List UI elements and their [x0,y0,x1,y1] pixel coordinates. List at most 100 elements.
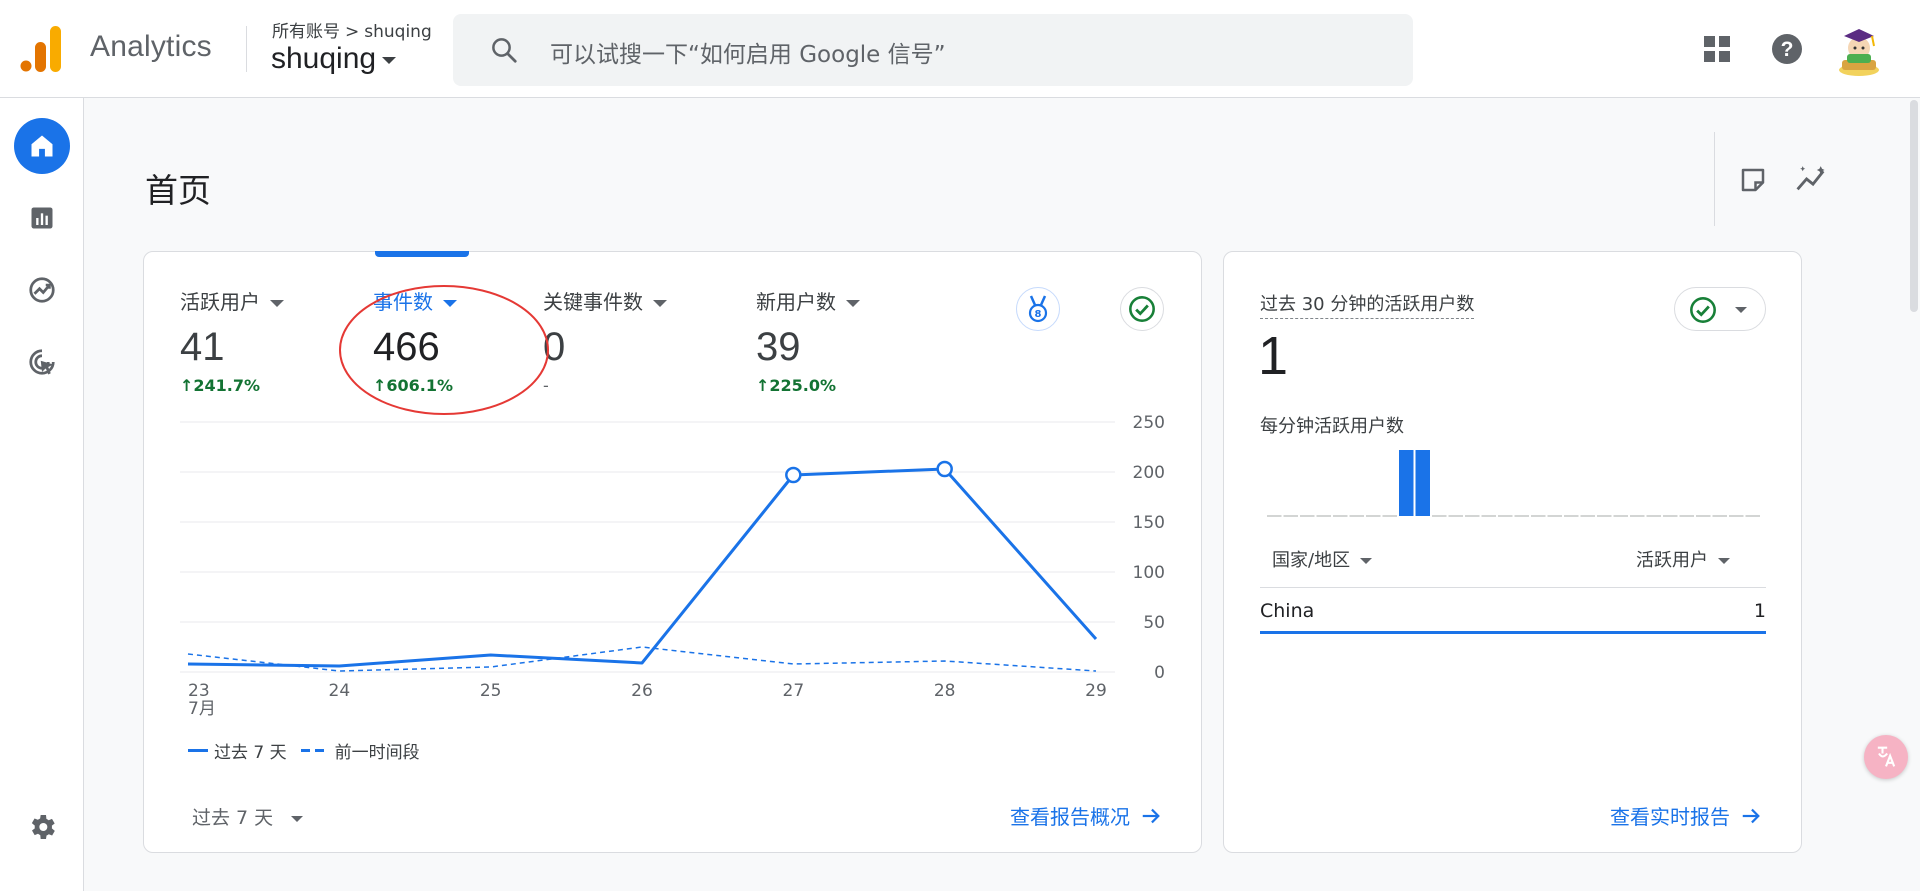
nav-reports[interactable] [14,190,70,246]
top-bar: Analytics 所有账号 > shuqing shuqing 可以试搜一下“如何… [0,0,1920,98]
arrow-up-icon: ↑ [756,376,770,395]
property-selector[interactable]: shuqing [271,42,397,76]
translate-glyph-icon [1877,746,1896,767]
metric-active-users[interactable]: 活跃用户 41 ↑241.7% [180,286,284,395]
col-header-country[interactable]: 国家/地区 [1272,546,1373,572]
app-name[interactable]: Analytics [90,30,212,63]
series-line-previous [187,646,1097,672]
nav-advertising[interactable] [14,334,70,390]
realtime-status-dropdown[interactable] [1674,287,1766,331]
apps-grid-icon[interactable] [1702,34,1732,64]
link-label: 查看实时报告 [1610,805,1730,829]
metric-label[interactable]: 活跃用户 [180,286,284,315]
caret-down-icon [443,300,457,307]
home-icon [31,135,53,157]
search-bar[interactable]: 可以试搜一下“如何启用 Google 信号” [453,14,1413,86]
property-name: shuqing [271,42,377,75]
note-icon[interactable] [1738,165,1768,195]
y-tick-label: 100 [1133,563,1165,583]
help-icon[interactable]: ? [1771,33,1803,65]
legend-dashed-swatch [300,749,327,752]
caret-down-icon [653,300,667,307]
x-tick-label: 26 [631,681,653,701]
breadcrumb-account[interactable]: 所有账号 [272,22,340,42]
legend-solid-swatch [188,749,208,752]
x-tick-label: 27 [783,681,805,701]
caret-down-icon [846,300,860,307]
legend-previous: 前一时间段 [334,743,420,763]
caret-down-icon [382,56,397,64]
row-users: 1 [1753,600,1766,622]
insights-icon[interactable] [1795,163,1831,195]
divider [246,26,247,72]
svg-text:?: ? [1781,38,1794,61]
page-title: 首页 [145,171,211,210]
analytics-logo-icon[interactable] [20,24,64,74]
divider [1260,587,1766,588]
breadcrumb-property[interactable]: shuqing [364,22,432,42]
bar-chart-icon [31,207,53,229]
metric-change: ↑241.7% [180,376,261,395]
metric-label[interactable]: 事件数 [373,286,457,315]
per-minute-label: 每分钟活跃用户数 [1260,416,1404,437]
check-circle-icon [1690,297,1716,323]
svg-text:8: 8 [1035,309,1042,320]
x-tick-label: 24 [329,681,351,701]
row-share-bar [1260,631,1766,634]
gear-icon [31,815,55,839]
realtime-title[interactable]: 过去 30 分钟的活跃用户数 [1260,290,1475,319]
metric-key-events[interactable]: 关键事件数 0 - [543,286,667,395]
x-tick-label: 25 [480,681,502,701]
scrollbar-thumb[interactable] [1910,100,1918,312]
metric-change: ↑606.1% [373,376,454,395]
avatar[interactable] [1836,24,1882,76]
col-header-active-users[interactable]: 活跃用户 [1636,546,1730,572]
translate-icon[interactable] [1864,735,1908,779]
nav-home[interactable] [14,118,70,174]
search-placeholder: 可以试搜一下“如何启用 Google 信号” [550,42,946,68]
caret-down-icon [270,300,284,307]
row-country: China [1260,600,1315,622]
per-minute-bar-chart [1267,450,1760,517]
metric-event-count[interactable]: 事件数 466 ↑606.1% [373,286,457,395]
link-label: 查看报告概况 [1010,805,1130,829]
arrow-up-icon: ↑ [373,376,387,395]
recommendation-badge[interactable]: 8 [1016,287,1060,331]
caret-down-icon [291,815,304,822]
series-line-current [187,467,1098,668]
arrow-right-icon [1142,808,1160,823]
metric-label[interactable]: 新用户数 [756,286,860,315]
table-row[interactable]: China 1 [1260,600,1766,622]
y-tick-label: 200 [1133,463,1165,483]
metric-change: ↑225.0% [756,376,837,395]
chart-legend: 过去 7 天 前一时间段 [188,738,420,763]
metric-value: 0 [543,325,566,369]
metric-label[interactable]: 关键事件数 [543,286,667,315]
caret-down-icon [1360,558,1373,564]
minute-bar[interactable] [1415,450,1431,516]
caret-down-icon [1718,558,1730,564]
nav-admin[interactable] [14,799,70,855]
medal-icon: 8 [1028,295,1048,323]
nav-explore[interactable] [14,262,70,318]
realtime-active-users: 1 [1258,326,1289,386]
view-realtime-report-link[interactable]: 查看实时报告 [1610,801,1762,830]
metric-new-users[interactable]: 新用户数 39 ↑225.0% [756,286,860,395]
realtime-card [1223,251,1802,853]
x-tick-label: 29 [1085,681,1107,701]
left-nav-rail [0,98,84,891]
date-range-label: 过去 7 天 [192,807,274,829]
breadcrumb[interactable]: 所有账号 > shuqing [272,17,432,42]
data-point [936,460,953,478]
date-range-selector[interactable]: 过去 7 天 [192,803,304,830]
view-report-overview-link[interactable]: 查看报告概况 [1010,801,1162,830]
check-circle-icon [1129,296,1155,322]
metric-value: 466 [373,325,440,369]
legend-current: 过去 7 天 [214,743,287,763]
y-tick-label: 50 [1143,613,1165,633]
arrow-right-icon [1742,808,1760,823]
annotation-circle [339,285,549,415]
metric-value: 41 [180,325,225,369]
minute-bar[interactable] [1399,450,1414,516]
data-quality-badge[interactable] [1120,287,1164,331]
